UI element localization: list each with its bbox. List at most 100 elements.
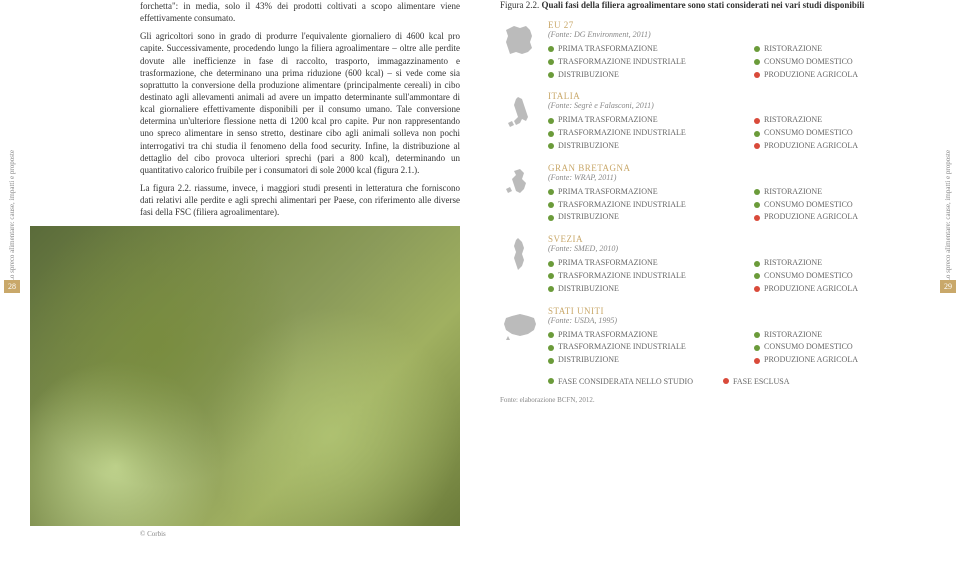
dot-included-icon (548, 143, 554, 149)
dot-included-icon (548, 273, 554, 279)
phase-row: CONSUMO DOMESTICO (754, 199, 930, 212)
dot-excluded-icon (723, 378, 729, 384)
dot-included-icon (548, 202, 554, 208)
figure-title: Figura 2.2. Quali fasi della filiera agr… (500, 0, 930, 10)
phase-row: RISTORAZIONE (754, 114, 930, 127)
dot-included-icon (548, 189, 554, 195)
dot-included-icon (754, 273, 760, 279)
region-name: STATI UNITI (548, 306, 930, 316)
dot-included-icon (754, 261, 760, 267)
dot-included-icon (548, 215, 554, 221)
phase-row: PRIMA TRASFORMAZIONE (548, 43, 724, 56)
figure-source: Fonte: elaborazione BCFN, 2012. (500, 396, 930, 404)
region-map-icon (500, 234, 540, 274)
figure-title-text: Quali fasi della filiera agroalimentare … (542, 0, 865, 10)
page-number-left: 28 (4, 280, 20, 293)
region-source: (Fonte: USDA, 1995) (548, 316, 930, 325)
region-name: SVEZIA (548, 234, 930, 244)
phase-row: CONSUMO DOMESTICO (754, 341, 930, 354)
photo-food-waste (30, 226, 460, 526)
phase-row: PRODUZIONE AGRICOLA (754, 69, 930, 82)
running-head-left: Lo spreco alimentare: cause, impatti e p… (8, 150, 16, 282)
legend: FASE CONSIDERATA NELLO STUDIO FASE ESCLU… (548, 377, 930, 386)
photo-credit: © Corbis (140, 530, 460, 538)
region-block: EU 27(Fonte: DG Environment, 2011) PRIMA … (500, 20, 930, 81)
dot-included-icon (548, 46, 554, 52)
dot-included-icon (754, 202, 760, 208)
dot-included-icon (548, 72, 554, 78)
region-map-icon (500, 306, 540, 346)
page-left: Lo spreco alimentare: cause, impatti e p… (0, 0, 480, 564)
phase-row: DISTRIBUZIONE (548, 354, 724, 367)
dot-included-icon (548, 59, 554, 65)
figure-label: Figura 2.2. (500, 0, 539, 10)
dot-included-icon (548, 131, 554, 137)
region-map-icon (500, 163, 540, 203)
dot-included-icon (754, 332, 760, 338)
phase-row: DISTRIBUZIONE (548, 69, 724, 82)
phase-row: DISTRIBUZIONE (548, 283, 724, 296)
phase-row: RISTORAZIONE (754, 329, 930, 342)
region-source: (Fonte: WRAP, 2011) (548, 173, 930, 182)
dot-included-icon (754, 189, 760, 195)
legend-included: FASE CONSIDERATA NELLO STUDIO (548, 377, 693, 386)
phase-row: PRODUZIONE AGRICOLA (754, 354, 930, 367)
regions-list: EU 27(Fonte: DG Environment, 2011) PRIMA … (500, 20, 930, 367)
paragraph: La figura 2.2. riassume, invece, i maggi… (140, 182, 460, 218)
region-source: (Fonte: Segrè e Falasconi, 2011) (548, 101, 930, 110)
phase-row: TRASFORMAZIONE INDUSTRIALE (548, 56, 724, 69)
phase-row: CONSUMO DOMESTICO (754, 56, 930, 69)
dot-excluded-icon (754, 215, 760, 221)
phase-row: DISTRIBUZIONE (548, 211, 724, 224)
phase-row: CONSUMO DOMESTICO (754, 270, 930, 283)
page-right: Lo spreco alimentare: cause, impatti e p… (480, 0, 960, 564)
region-source: (Fonte: SMED, 2010) (548, 244, 930, 253)
dot-included-icon (548, 378, 554, 384)
dot-included-icon (754, 345, 760, 351)
dot-excluded-icon (754, 143, 760, 149)
dot-excluded-icon (754, 72, 760, 78)
phase-row: RISTORAZIONE (754, 43, 930, 56)
dot-excluded-icon (754, 118, 760, 124)
dot-included-icon (754, 59, 760, 65)
dot-excluded-icon (754, 358, 760, 364)
dot-included-icon (548, 261, 554, 267)
page-number-right: 29 (940, 280, 956, 293)
paragraph: forchetta": in media, solo il 43% dei pr… (140, 0, 460, 24)
dot-included-icon (548, 332, 554, 338)
dot-included-icon (548, 358, 554, 364)
region-map-icon (500, 91, 540, 131)
region-block: GRAN BRETAGNA(Fonte: WRAP, 2011) PRIMA TR… (500, 163, 930, 224)
region-map-icon (500, 20, 540, 60)
phase-row: PRIMA TRASFORMAZIONE (548, 329, 724, 342)
region-source: (Fonte: DG Environment, 2011) (548, 30, 930, 39)
region-block: ITALIA(Fonte: Segrè e Falasconi, 2011) PR… (500, 91, 930, 152)
dot-included-icon (548, 118, 554, 124)
dot-included-icon (548, 345, 554, 351)
phase-row: TRASFORMAZIONE INDUSTRIALE (548, 341, 724, 354)
dot-included-icon (754, 131, 760, 137)
phase-row: DISTRIBUZIONE (548, 140, 724, 153)
running-head-right: Lo spreco alimentare: cause, impatti e p… (944, 150, 952, 282)
paragraph: Gli agricoltori sono in grado di produrr… (140, 30, 460, 176)
phase-row: TRASFORMAZIONE INDUSTRIALE (548, 270, 724, 283)
phase-row: PRODUZIONE AGRICOLA (754, 283, 930, 296)
phase-row: CONSUMO DOMESTICO (754, 127, 930, 140)
legend-excluded: FASE ESCLUSA (723, 377, 790, 386)
region-name: ITALIA (548, 91, 930, 101)
region-block: STATI UNITI(Fonte: USDA, 1995) PRIMA TRAS… (500, 306, 930, 367)
phase-row: PRODUZIONE AGRICOLA (754, 140, 930, 153)
phase-row: TRASFORMAZIONE INDUSTRIALE (548, 127, 724, 140)
phase-row: PRIMA TRASFORMAZIONE (548, 114, 724, 127)
region-name: EU 27 (548, 20, 930, 30)
dot-included-icon (548, 286, 554, 292)
phase-row: TRASFORMAZIONE INDUSTRIALE (548, 199, 724, 212)
dot-included-icon (754, 46, 760, 52)
phase-row: PRIMA TRASFORMAZIONE (548, 186, 724, 199)
phase-row: RISTORAZIONE (754, 257, 930, 270)
phase-row: PRIMA TRASFORMAZIONE (548, 257, 724, 270)
region-name: GRAN BRETAGNA (548, 163, 930, 173)
phase-row: PRODUZIONE AGRICOLA (754, 211, 930, 224)
phase-row: RISTORAZIONE (754, 186, 930, 199)
dot-excluded-icon (754, 286, 760, 292)
